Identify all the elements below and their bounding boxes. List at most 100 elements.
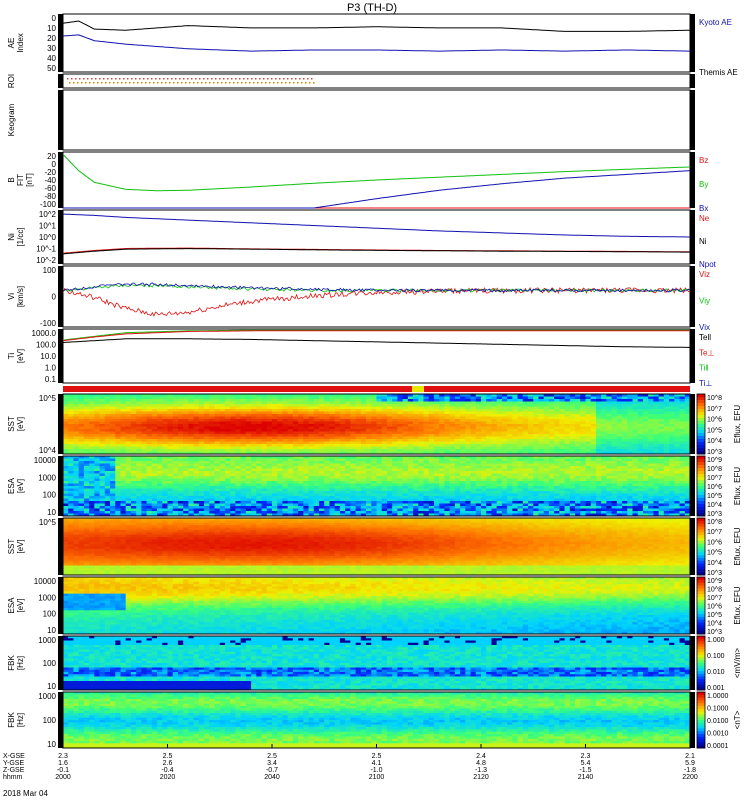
spectrogram-cell <box>319 501 325 504</box>
colorbar-step <box>697 409 705 413</box>
temperature-legend-label: Ti‖ <box>699 364 709 373</box>
spectrogram-cell <box>68 473 74 477</box>
spectrogram-cell <box>413 491 419 494</box>
spectrogram-cell <box>120 508 127 512</box>
roi-dot <box>241 82 243 84</box>
spectrogram-cell <box>141 429 148 432</box>
spectrogram-cell <box>94 478 100 482</box>
spectrogram-cell <box>313 451 320 455</box>
spectrogram-cell <box>496 396 503 400</box>
spectrogram-cell <box>428 439 435 442</box>
spectrogram-cell <box>277 513 283 517</box>
spectrogram-cell <box>345 498 351 502</box>
roi-dot <box>261 82 263 84</box>
spectrogram-cell <box>78 404 85 407</box>
spectrogram-cell <box>653 439 660 442</box>
spectrogram-cell <box>392 503 398 507</box>
spectrogram-cell <box>256 466 262 469</box>
spectrogram-cell <box>528 431 534 435</box>
spectrogram-cell <box>83 503 90 507</box>
spectrogram-cell <box>397 473 404 477</box>
spectrogram-cell <box>63 488 69 492</box>
spectrogram-cell <box>648 429 654 432</box>
spectrogram-cell <box>266 436 273 440</box>
roi-dot <box>175 78 177 80</box>
spectrogram-cell <box>308 441 315 445</box>
spectrogram-cell <box>381 406 388 410</box>
spectrogram-cell <box>397 406 404 410</box>
spectrogram-cell <box>193 424 200 427</box>
spectrogram-cell <box>219 399 226 402</box>
spectrogram-cell <box>287 436 294 440</box>
sst1-colorbar-tick-label: 10^5 <box>707 427 722 434</box>
roi-dot <box>69 82 71 84</box>
spectrogram-cell <box>460 434 466 437</box>
spectrogram-cell <box>282 446 289 450</box>
spectrogram-cell <box>146 461 153 464</box>
spectrogram-cell <box>104 394 111 397</box>
spectrogram-cell <box>669 439 675 442</box>
spectrogram-cell <box>339 488 346 492</box>
spectrogram-cell <box>224 416 231 420</box>
spectrogram-cell <box>277 493 283 497</box>
spectrogram-cell <box>261 506 268 509</box>
spectrogram-cell <box>204 446 210 450</box>
spectrogram-cell <box>146 401 153 405</box>
spectrogram-cell <box>130 461 137 464</box>
spectrogram-cell <box>517 414 524 417</box>
spectrogram-cell <box>554 441 560 445</box>
spectrogram-cell <box>454 419 461 422</box>
spectrogram-cell <box>653 436 660 440</box>
spectrogram-cell <box>538 449 545 452</box>
spectrogram-cell <box>89 416 95 420</box>
spectrogram-cell <box>303 461 309 464</box>
spectrogram-cell <box>371 471 377 474</box>
spectrogram-cell <box>439 493 445 497</box>
spectrogram-cell <box>298 411 304 415</box>
spectrogram-cell <box>298 406 304 410</box>
spectrogram-cell <box>89 396 95 400</box>
spectrogram-cell <box>559 429 566 432</box>
spectrogram-cell <box>198 424 205 427</box>
spectrogram-cell <box>282 439 289 442</box>
spectrogram-cell <box>454 404 461 407</box>
spectrogram-cell <box>177 411 184 415</box>
spectrogram-cell <box>313 434 320 437</box>
spectrogram-cell <box>449 409 456 412</box>
spectrogram-cell <box>679 399 686 402</box>
spectrogram-cell <box>324 458 330 462</box>
spectrogram-cell <box>606 399 613 402</box>
spectrogram-cell <box>402 396 409 400</box>
spectrogram-cell <box>277 406 283 410</box>
spectrogram-cell <box>230 449 236 452</box>
spectrogram-cell <box>444 396 451 400</box>
spectrogram-cell <box>83 481 90 484</box>
roi-dot <box>99 78 101 80</box>
spectrogram-cell <box>235 483 242 487</box>
spectrogram-cell <box>308 501 315 504</box>
spectrogram-cell <box>590 414 597 417</box>
spectrogram-cell <box>162 411 168 415</box>
spectrogram-cell <box>496 429 503 432</box>
spectrogram-cell <box>193 456 200 459</box>
spectrogram-cell <box>141 439 148 442</box>
spectrogram-cell <box>371 394 377 397</box>
roi-dot <box>85 82 87 84</box>
spectrogram-cell <box>303 394 309 397</box>
spectrogram-cell <box>162 463 168 467</box>
spectrogram-cell <box>350 478 357 482</box>
spectrogram-cell <box>177 471 184 474</box>
spectrogram-cell <box>130 498 137 502</box>
spectrogram-cell <box>130 473 137 477</box>
spectrogram-cell <box>402 498 409 502</box>
spectrogram-cell <box>334 399 341 402</box>
spectrogram-cell <box>606 419 613 422</box>
spectrogram-cell <box>653 399 660 402</box>
spectrogram-cell <box>125 503 132 507</box>
spectrogram-cell <box>386 511 393 514</box>
spectrogram-cell <box>622 449 628 452</box>
spectrogram-cell <box>339 451 346 455</box>
spectrogram-cell <box>282 478 289 482</box>
spectrogram-cell <box>78 411 85 415</box>
spectrogram-cell <box>423 409 430 412</box>
